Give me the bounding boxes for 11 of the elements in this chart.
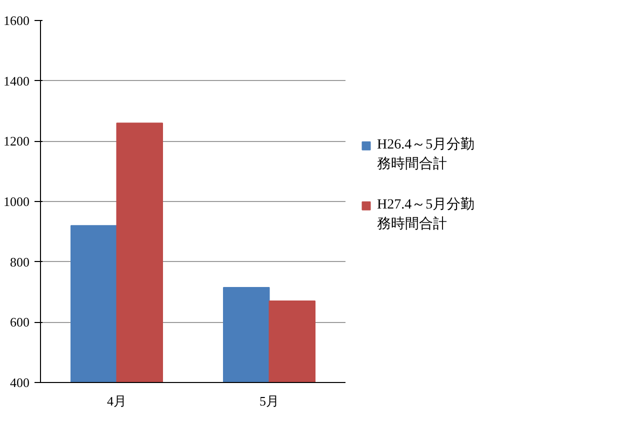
y-tick-label: 800 [10, 254, 30, 270]
legend-label: H27.4～5月分勤務時間合計 [377, 196, 475, 232]
legend-label: H26.4～5月分勤務時間合計 [377, 136, 475, 172]
x-tick-label: 5月 [260, 394, 279, 408]
y-tick-label: 400 [10, 375, 30, 390]
y-tick-label: 1000 [4, 194, 30, 209]
y-tick-label: 1200 [4, 134, 30, 149]
x-tick-label: 4月 [107, 394, 126, 408]
y-tick-label: 600 [10, 314, 30, 330]
y-tick-label: 1600 [4, 13, 30, 28]
y-tick-label: 1400 [4, 73, 30, 88]
